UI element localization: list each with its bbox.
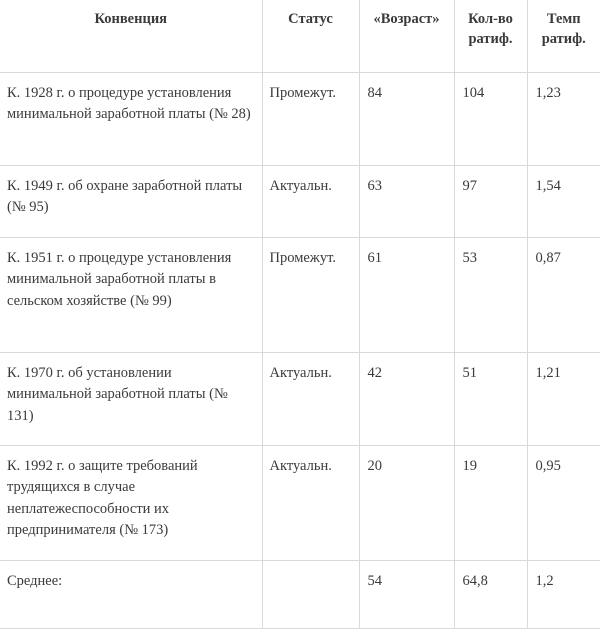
cell-ratification-rate: 0,95 <box>526 444 600 561</box>
cell-age: 61 <box>358 236 455 353</box>
cell-status: Актуальн. <box>261 444 360 561</box>
cell-convention: К. 1970 г. об установлении минимальной з… <box>0 351 263 446</box>
cell-age: 42 <box>358 351 455 446</box>
cell-convention: К. 1951 г. о процедуре установления мини… <box>0 236 263 353</box>
footer-age: 54 <box>358 559 455 629</box>
table-row: К. 1992 г. о защите требований трудящихс… <box>0 444 600 561</box>
header-convention: Конвенция <box>0 0 263 73</box>
table-row: К. 1951 г. о процедуре установления мини… <box>0 236 600 353</box>
cell-ratification-count: 97 <box>453 164 528 238</box>
table-row: К. 1970 г. об установлении минимальной з… <box>0 351 600 446</box>
table-row: К. 1928 г. о процедуре установления мини… <box>0 71 600 166</box>
cell-ratification-count: 19 <box>453 444 528 561</box>
header-row: Конвенция Статус «Возраст» Кол-во ратиф.… <box>0 0 600 73</box>
cell-age: 84 <box>358 71 455 166</box>
cell-ratification-rate: 1,21 <box>526 351 600 446</box>
footer-ratification-rate: 1,2 <box>526 559 600 629</box>
header-ratification-rate: Темп ратиф. <box>526 0 600 73</box>
header-age: «Возраст» <box>358 0 455 73</box>
cell-convention: К. 1949 г. об охране заработной платы (№… <box>0 164 263 238</box>
cell-age: 63 <box>358 164 455 238</box>
table-row: К. 1949 г. об охране заработной платы (№… <box>0 164 600 238</box>
footer-ratification-count: 64,8 <box>453 559 528 629</box>
cell-status: Актуальн. <box>261 164 360 238</box>
cell-age: 20 <box>358 444 455 561</box>
cell-status: Промежут. <box>261 236 360 353</box>
footer-label: Среднее: <box>0 559 263 629</box>
cell-convention: К. 1928 г. о процедуре установления мини… <box>0 71 263 166</box>
cell-ratification-count: 51 <box>453 351 528 446</box>
cell-ratification-rate: 1,23 <box>526 71 600 166</box>
cell-ratification-rate: 0,87 <box>526 236 600 353</box>
cell-status: Промежут. <box>261 71 360 166</box>
footer-row: Среднее: 54 64,8 1,2 <box>0 559 600 629</box>
footer-status <box>261 559 360 629</box>
cell-ratification-count: 53 <box>453 236 528 353</box>
header-ratification-count: Кол-во ратиф. <box>453 0 528 73</box>
cell-ratification-count: 104 <box>453 71 528 166</box>
cell-convention: К. 1992 г. о защите требований трудящихс… <box>0 444 263 561</box>
header-status: Статус <box>261 0 360 73</box>
cell-status: Актуальн. <box>261 351 360 446</box>
cell-ratification-rate: 1,54 <box>526 164 600 238</box>
